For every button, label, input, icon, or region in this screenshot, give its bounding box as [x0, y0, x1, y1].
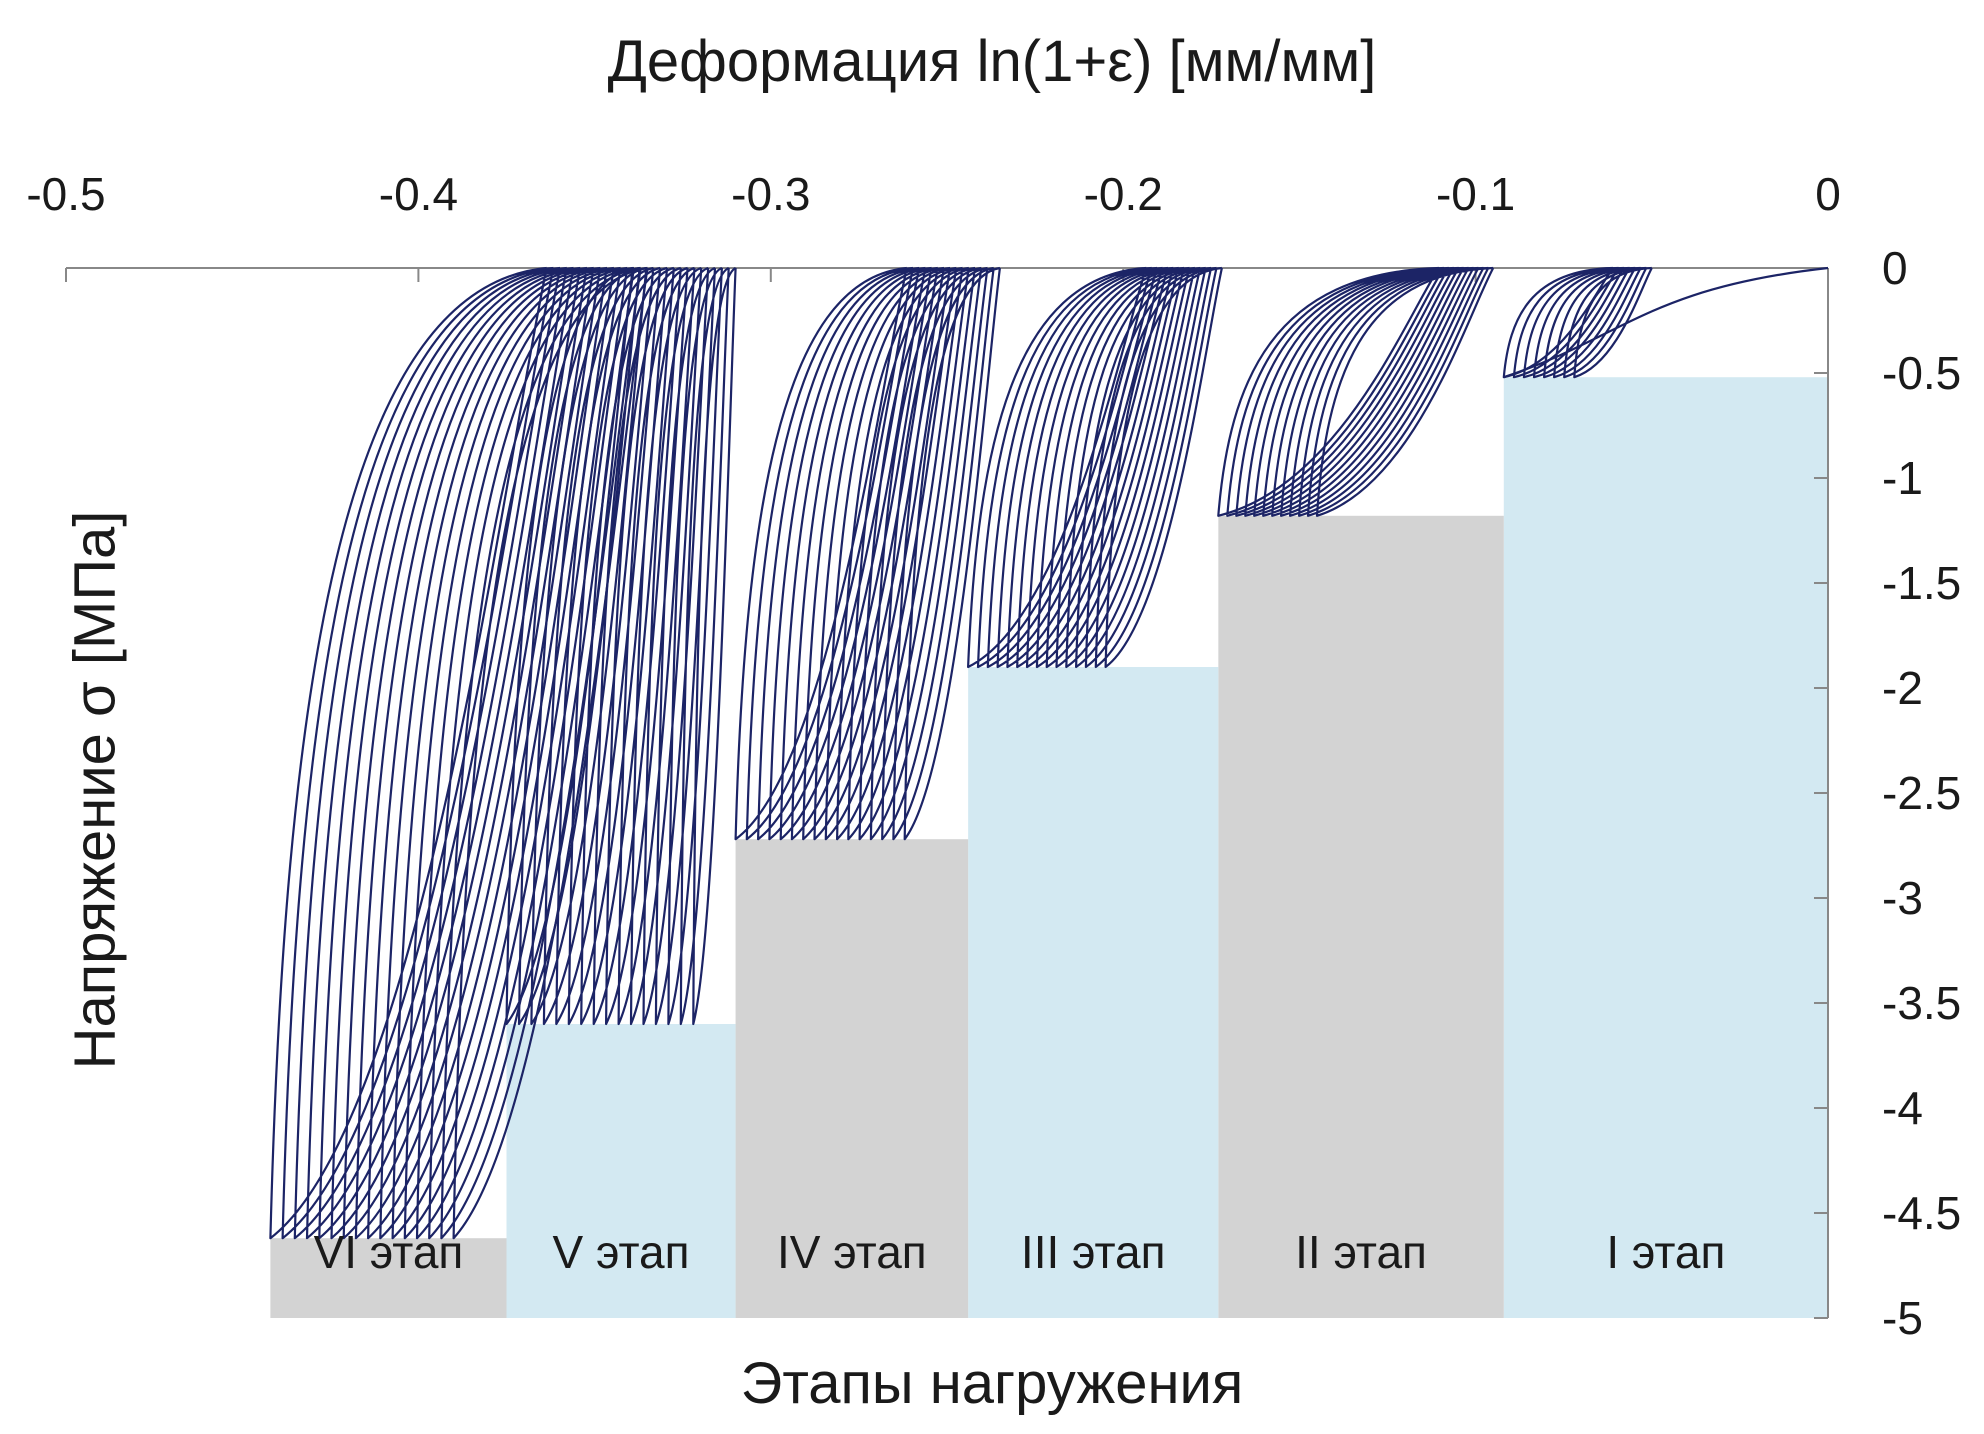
x-tick-label: -0.1 [1436, 168, 1515, 220]
y-tick-label: -4 [1882, 1082, 1923, 1134]
hysteresis-series [967, 266, 1223, 669]
stage-label: II этап [1295, 1226, 1427, 1278]
stage-label: III этап [1021, 1226, 1166, 1278]
stages-axis-title: Этапы нагружения [740, 1351, 1244, 1416]
hysteresis-series [269, 266, 649, 1240]
stage-bar [968, 667, 1219, 1318]
y-tick-label: -2 [1882, 662, 1923, 714]
y-tick-label: -4.5 [1882, 1187, 1961, 1239]
x-tick-label: 0 [1815, 168, 1841, 220]
y-tick-label: 0 [1882, 242, 1908, 294]
stage-label: VI этап [314, 1226, 464, 1278]
y-tick-label: -0.5 [1882, 347, 1961, 399]
y-tick-label: -1 [1882, 452, 1923, 504]
y-tick-label: -2.5 [1882, 767, 1961, 819]
hysteresis-series [734, 266, 1001, 841]
hysteresis-series [1217, 266, 1495, 517]
stage-bar [1503, 377, 1828, 1318]
y-tick-label: -3 [1882, 872, 1923, 924]
stage-label: IV этап [777, 1226, 927, 1278]
x-tick-label: -0.4 [379, 168, 458, 220]
stage-bar [735, 839, 969, 1318]
hysteresis-series [505, 266, 737, 1026]
y-tick-label: -1.5 [1882, 557, 1961, 609]
y-tick-label: -5 [1882, 1292, 1923, 1344]
x-tick-label: -0.5 [26, 168, 105, 220]
x-axis-title: Деформация ln(1+ε) [мм/мм] [607, 29, 1377, 94]
stage-bar [1218, 515, 1504, 1318]
initial-loading-curve [1503, 266, 1829, 379]
stage-label: I этап [1606, 1226, 1725, 1278]
hysteresis-series [1502, 266, 1653, 379]
stage-bar [506, 1024, 736, 1318]
y-tick-label: -3.5 [1882, 977, 1961, 1029]
stage-bar [270, 1238, 507, 1318]
stage-label: V этап [553, 1226, 690, 1278]
x-tick-label: -0.2 [1084, 168, 1163, 220]
x-tick-label: -0.3 [731, 168, 810, 220]
